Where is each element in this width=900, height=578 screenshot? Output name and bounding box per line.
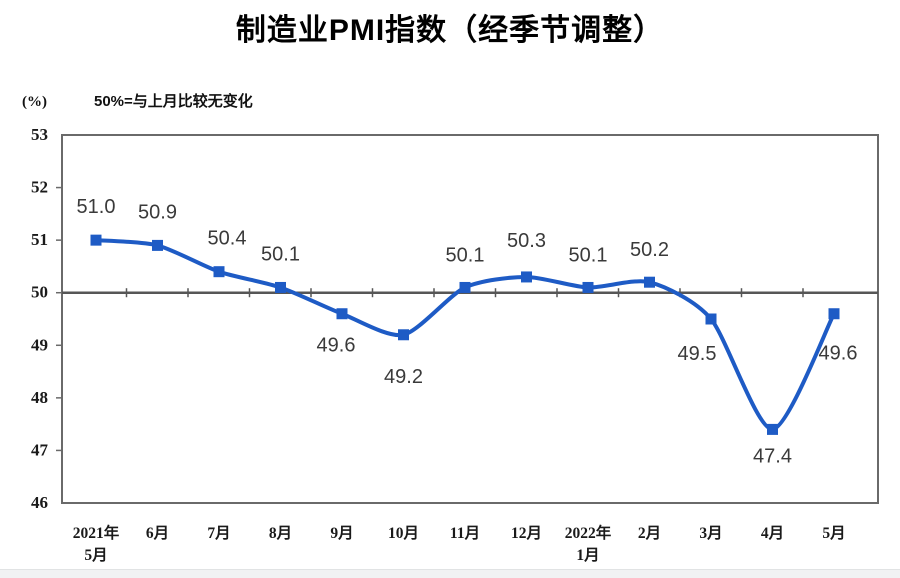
data-point-label: 50.1 — [569, 244, 608, 266]
data-point-label: 49.5 — [678, 343, 717, 365]
data-point-marker — [521, 271, 532, 283]
data-point-label: 49.6 — [819, 343, 858, 365]
data-point-marker — [336, 308, 348, 320]
data-point-label: 50.4 — [208, 228, 247, 250]
x-tick-label: 9月 — [330, 524, 353, 542]
x-tick-label: 11月 — [450, 524, 480, 542]
y-axis-labels: 46 47 48 49 50 51 52 53 — [31, 125, 49, 512]
data-point-marker — [705, 313, 717, 325]
data-point-marker — [152, 239, 163, 251]
data-point-label: 50.2 — [630, 239, 669, 261]
y-tick-label: 47 — [31, 440, 49, 459]
data-point-label: 49.6 — [317, 335, 356, 357]
plot-border — [61, 134, 879, 504]
y-tick-label: 53 — [31, 125, 48, 144]
data-point-label: 51.0 — [77, 196, 116, 218]
x-tick-label: 2月 — [638, 524, 661, 542]
data-point-marker — [275, 281, 286, 293]
reference-note: 50%=与上月比较无变化 — [94, 93, 253, 110]
y-tick-label: 48 — [31, 388, 48, 407]
data-point-marker — [398, 329, 409, 341]
x-tick-label: 3月 — [699, 524, 722, 542]
data-point-label: 50.1 — [446, 244, 485, 266]
y-tick-label: 46 — [31, 493, 48, 512]
data-point-marker — [767, 423, 778, 435]
x-tick-label: 1月 — [576, 546, 599, 564]
data-point-label: 50.3 — [507, 230, 546, 252]
x-tick-label: 2022年 — [565, 523, 612, 542]
chart-title: 制造业PMI指数（经季节调整） — [235, 14, 665, 47]
data-point-marker — [828, 308, 840, 320]
x-tick-label: 4月 — [761, 524, 784, 542]
x-tick-label: 8月 — [269, 524, 292, 542]
data-point-marker — [90, 234, 102, 246]
data-point-marker — [213, 266, 225, 278]
pmi-line — [94, 238, 836, 432]
data-point-labels: 51.0 50.9 50.4 50.1 49.6 49.2 50.1 50.3 50.1 50.2… — [77, 196, 858, 467]
data-point-label: 49.2 — [384, 366, 423, 388]
x-axis-labels: 2021年 5月 6月 7月 8月 9月 10月 11月 12月 2022年 1月 2月 3月 4月 5月 — [73, 523, 846, 564]
data-point-label: 50.9 — [138, 201, 177, 223]
data-point-marker — [459, 281, 471, 293]
y-axis-ticks — [56, 186, 62, 452]
x-tick-label: 7月 — [207, 524, 230, 542]
data-point-label: 47.4 — [753, 445, 792, 467]
x-tick-label: 12月 — [511, 524, 542, 542]
y-tick-label: 50 — [31, 283, 48, 302]
data-point-marker — [582, 281, 594, 293]
y-tick-label: 51 — [31, 230, 48, 249]
y-axis-unit-label: (%) — [22, 94, 47, 110]
x-tick-label: 5月 — [84, 546, 107, 564]
x-tick-label: 10月 — [388, 524, 419, 542]
data-point-markers — [90, 234, 840, 435]
data-point-marker — [644, 276, 655, 288]
y-tick-label: 49 — [31, 335, 48, 354]
x-tick-label: 2021年 — [73, 523, 120, 542]
x-tick-label: 6月 — [146, 524, 169, 542]
page-bottom-strip — [0, 569, 900, 578]
y-tick-label: 52 — [31, 178, 48, 197]
data-point-label: 50.1 — [261, 243, 300, 265]
x-tick-label: 5月 — [822, 524, 845, 542]
